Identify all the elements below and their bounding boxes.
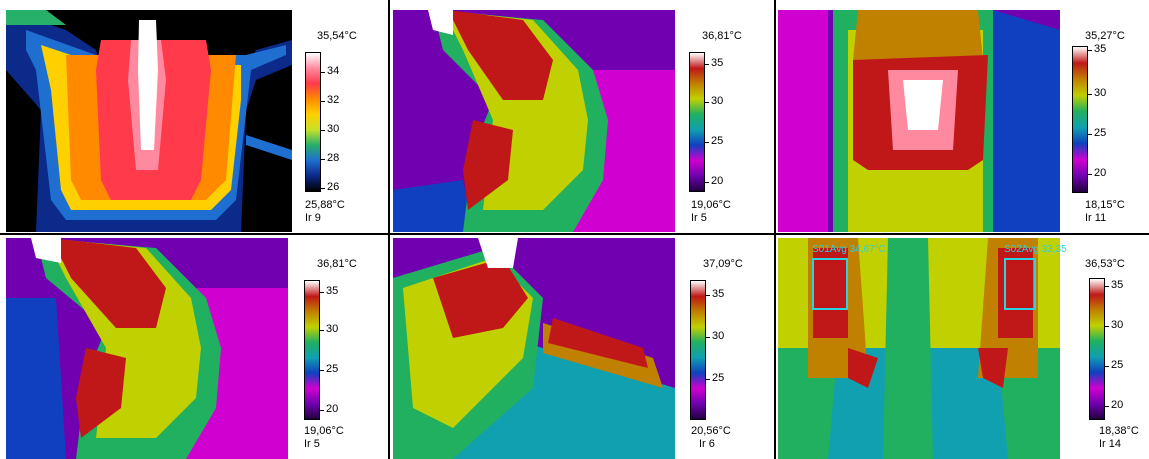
image-id-label: Ir 9	[305, 212, 321, 224]
col-divider-2	[774, 0, 776, 459]
image-id-label: Ir 6	[699, 438, 715, 450]
image-id-label: Ir 11	[1085, 212, 1107, 224]
temp-max-label: 36,53°C	[1085, 258, 1125, 270]
temp-max-label: 36,81°C	[317, 258, 357, 270]
thermal-panel-1: 35,54°C 34 32 30 28 26 25,88°C Ir 9	[0, 0, 388, 232]
thermal-panel-4: 36,81°C 35 30 25 20 19,06°C Ir 5	[0, 236, 388, 459]
temp-min-label: 20,56°C	[691, 425, 731, 437]
temp-max-label: 35,27°C	[1085, 30, 1125, 42]
temp-min-label: 18,38°C	[1099, 425, 1139, 437]
scale-ticks: 35 30 25	[705, 280, 735, 420]
image-id-label: Ir 5	[304, 438, 320, 450]
thermogram-back	[6, 10, 292, 232]
color-scale-bar	[689, 52, 705, 192]
temp-min-label: 25,88°C	[305, 199, 345, 211]
thermal-panel-5: 37,09°C 35 30 25 20,56°C Ir 6	[390, 236, 776, 459]
image-id-label: Ir 5	[691, 212, 707, 224]
thermogram-side-bend	[393, 10, 675, 232]
roi-label-s02: S02Avg 33,35	[1004, 244, 1067, 255]
roi-label-s01: S01Avg 34,67°C	[812, 244, 886, 255]
roi-box-s02	[1004, 258, 1036, 310]
color-scale-bar	[1072, 46, 1088, 193]
roi-box-s01	[812, 258, 848, 310]
color-scale-bar	[1089, 278, 1105, 420]
col-divider-1	[388, 0, 390, 459]
thermal-panel-2: 36,81°C 35 30 25 20 19,06°C Ir 5	[390, 0, 776, 232]
image-id-label: Ir 14	[1099, 438, 1122, 450]
color-scale-bar	[690, 280, 706, 420]
scale-ticks: 35 30 25 20	[1087, 43, 1117, 196]
temp-min-label: 18,15°C	[1085, 199, 1125, 211]
temp-max-label: 35,54°C	[317, 30, 357, 42]
scale-ticks: 35 30 25 20	[1104, 278, 1134, 423]
scale-ticks: 35 30 25 20	[319, 280, 349, 420]
thermogram-waist	[778, 10, 1060, 232]
thermal-panel-3: 35,27°C 35 30 25 20 18,15°C Ir 11	[776, 0, 1149, 232]
scale-ticks: 35 30 25 20	[704, 52, 734, 192]
temp-min-label: 19,06°C	[691, 199, 731, 211]
thermal-panel-6: S01Avg 34,67°C S02Avg 33,35 36,53°C 35 3…	[776, 236, 1149, 459]
temp-max-label: 37,09°C	[703, 258, 743, 270]
row-divider	[0, 233, 1149, 235]
temp-min-label: 19,06°C	[304, 425, 344, 437]
thermogram-arm-bench	[393, 238, 675, 459]
scale-ticks: 34 32 30 28 26	[320, 52, 350, 193]
color-scale-bar	[304, 280, 320, 420]
color-scale-bar	[305, 52, 321, 192]
temp-max-label: 36,81°C	[702, 30, 742, 42]
thermogram-side-bend	[6, 238, 288, 459]
